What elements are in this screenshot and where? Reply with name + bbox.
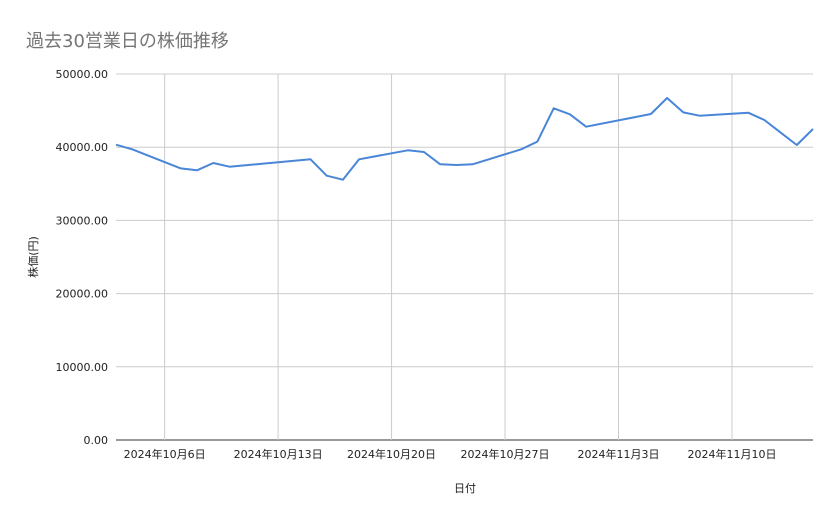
x-axis-ticks: 2024年10月6日 2024年10月13日 2024年10月20日 2024年10月…	[124, 447, 777, 461]
x-tick-label: 2024年11月10日	[687, 447, 776, 461]
x-tick-label: 2024年10月13日	[234, 447, 323, 461]
y-tick-label: 30000.00	[56, 214, 109, 227]
y-tick-label: 10000.00	[56, 361, 109, 374]
y-tick-label: 0.00	[84, 434, 109, 447]
gridlines	[116, 73, 813, 441]
chart-title: 過去30営業日の株価推移	[26, 31, 229, 52]
y-axis-ticks: 0.00 10000.00 20000.00 30000.00 40000.00 5000…	[56, 68, 109, 447]
x-tick-label: 2024年10月20日	[347, 447, 436, 461]
y-tick-label: 50000.00	[56, 68, 109, 81]
x-tick-label: 2024年10月27日	[461, 447, 550, 461]
y-tick-label: 40000.00	[56, 141, 109, 154]
x-axis-title: 日付	[454, 482, 476, 495]
x-tick-label: 2024年11月3日	[577, 447, 659, 461]
y-tick-label: 20000.00	[56, 288, 109, 301]
y-axis-title: 株価(円)	[26, 236, 40, 278]
series-line	[115, 97, 814, 181]
series-layer	[115, 97, 814, 181]
x-tick-label: 2024年10月6日	[124, 447, 206, 461]
